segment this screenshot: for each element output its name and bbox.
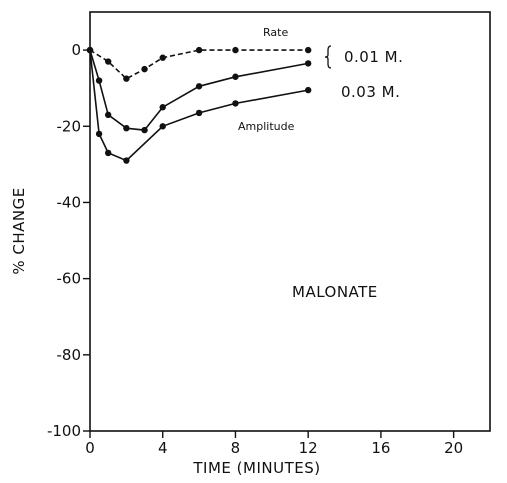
brace-icon	[324, 45, 332, 69]
series-1-point	[159, 104, 166, 111]
series-1-point	[104, 111, 112, 119]
x-tick-label: 8	[231, 439, 241, 457]
x-tick-label: 0	[85, 439, 95, 457]
series-2-point	[123, 157, 130, 164]
series-layer	[86, 46, 312, 164]
series-1-point	[95, 77, 103, 84]
y-tick-label: -100	[47, 422, 81, 440]
series-0-point	[104, 58, 112, 65]
series-2-point	[159, 123, 166, 130]
series-1-point	[123, 124, 130, 132]
compound-label: MALONATE	[292, 283, 378, 301]
series-0-point	[141, 65, 148, 73]
series-0-point	[232, 46, 239, 54]
y-tick-label: -80	[57, 346, 82, 364]
amplitude-annotation: Amplitude	[238, 120, 295, 133]
x-tick-label: 4	[158, 439, 168, 457]
series-1-point	[195, 83, 203, 90]
x-axis-title: TIME (MINUTES)	[192, 459, 320, 477]
series-2-point	[232, 100, 239, 107]
series-0-point	[159, 54, 166, 61]
y-axis-title: % CHANGE	[10, 187, 28, 274]
y-tick-label: 0	[71, 41, 81, 59]
rate-annotation: Rate	[263, 26, 288, 39]
series-2-point	[95, 130, 103, 138]
series-line-0	[89, 49, 309, 80]
series-0-point	[123, 75, 130, 82]
y-tick-label: -60	[57, 270, 82, 288]
x-tick-label: 16	[371, 439, 390, 457]
series-1-point	[141, 126, 148, 134]
series-2-point	[304, 86, 312, 94]
y-tick-label: -20	[57, 117, 82, 135]
series-2-point	[195, 109, 203, 117]
series-line-2	[89, 50, 309, 162]
series-line-1	[89, 49, 309, 131]
x-tick-label: 12	[299, 439, 318, 457]
series-1-point	[304, 60, 312, 67]
y-tick-label: -40	[57, 193, 82, 211]
plot-frame	[89, 11, 491, 432]
series-1-point	[232, 73, 239, 80]
series-2-point	[86, 46, 94, 54]
series-0-point	[304, 46, 312, 54]
series-2-point	[104, 149, 112, 157]
x-tick-label: 20	[444, 439, 463, 457]
concentration-label-0-01: 0.01 M.	[344, 48, 403, 66]
series-0-point	[195, 46, 203, 54]
concentration-label-0-03: 0.03 M.	[341, 83, 400, 101]
